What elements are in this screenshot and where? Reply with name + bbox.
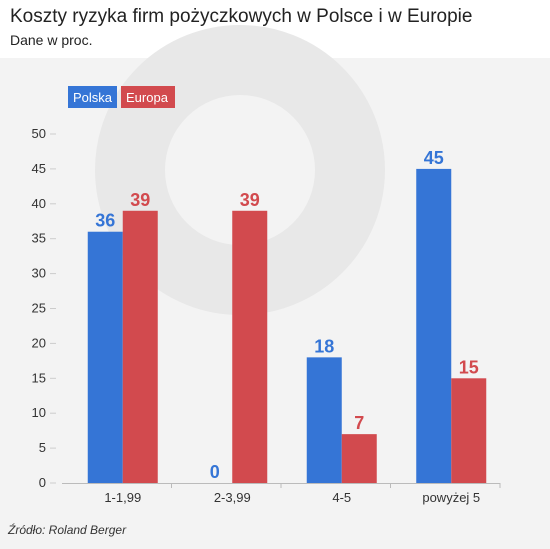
y-tick-label: 10 xyxy=(32,405,46,420)
x-tick-label: 4-5 xyxy=(332,490,351,505)
data-label-polska: 45 xyxy=(424,148,444,168)
y-tick-label: 50 xyxy=(32,126,46,141)
data-label-polska: 0 xyxy=(210,462,220,482)
chart-title: Koszty ryzyka firm pożyczkowych w Polsce… xyxy=(10,6,473,27)
bar-europa xyxy=(122,210,158,483)
bar-polska xyxy=(87,231,123,483)
data-labels: 36 39 0 39 18 7 45 15 xyxy=(95,148,479,482)
data-label-europa: 39 xyxy=(130,190,150,210)
y-axis: 0 5 10 15 20 25 30 35 40 45 50 xyxy=(32,126,56,490)
y-tick-label: 25 xyxy=(32,301,46,316)
legend-swatch xyxy=(68,86,117,108)
y-tick-label: 20 xyxy=(32,335,46,350)
bar-europa xyxy=(232,210,268,483)
legend-label: Europa xyxy=(126,90,169,105)
y-tick-label: 30 xyxy=(32,266,46,281)
y-tick-label: 5 xyxy=(39,440,46,455)
x-axis: 1-1,99 2-3,99 4-5 powyżej 5 xyxy=(62,483,501,505)
y-tick-label: 45 xyxy=(32,161,46,176)
y-tick-label: 35 xyxy=(32,231,46,246)
legend-swatch xyxy=(121,86,175,108)
x-tick-label: 1-1,99 xyxy=(104,490,141,505)
data-label-europa: 7 xyxy=(354,413,364,433)
chart-subtitle: Dane w proc. xyxy=(10,32,93,48)
x-tick-label: powyżej 5 xyxy=(422,490,480,505)
data-label-polska: 18 xyxy=(314,336,334,356)
y-tick-label: 15 xyxy=(32,370,46,385)
bar-polska xyxy=(306,357,342,483)
bar-europa xyxy=(341,434,377,483)
bars xyxy=(87,168,487,483)
y-tick-label: 40 xyxy=(32,196,46,211)
legend: Polska Europa xyxy=(68,86,175,108)
legend-item-polska: Polska xyxy=(68,86,117,108)
data-label-europa: 39 xyxy=(240,190,260,210)
bar-europa xyxy=(451,378,487,483)
legend-label: Polska xyxy=(73,90,113,105)
bar-polska xyxy=(416,168,452,483)
x-tick-label: 2-3,99 xyxy=(214,490,251,505)
data-label-europa: 15 xyxy=(459,357,479,377)
data-label-polska: 36 xyxy=(95,211,115,231)
legend-item-europa: Europa xyxy=(121,86,175,108)
y-tick-label: 0 xyxy=(39,475,46,490)
source-note: Źródło: Roland Berger xyxy=(8,523,127,537)
